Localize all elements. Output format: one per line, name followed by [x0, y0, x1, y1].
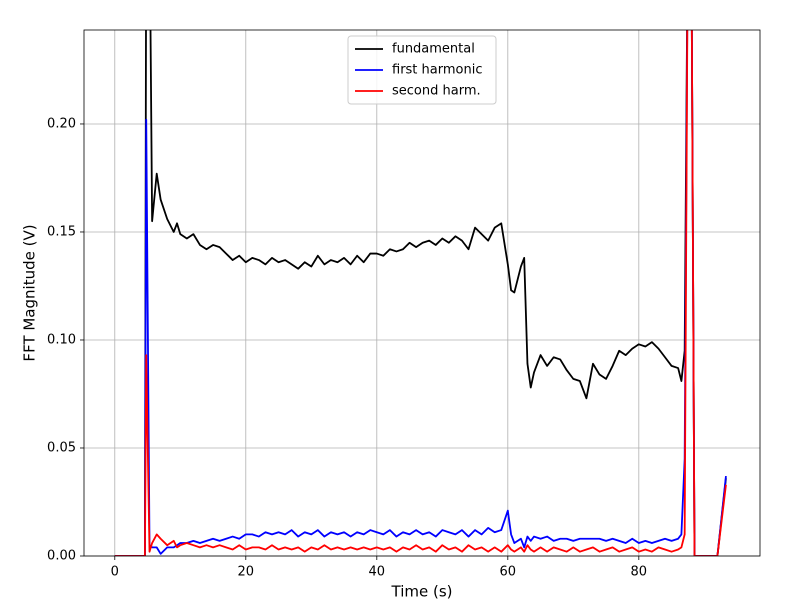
series-line: [114, 30, 727, 556]
series-line: [114, 30, 727, 556]
x-tick-label: 60: [500, 565, 517, 580]
legend: fundamental first harmonic second harm.: [347, 35, 497, 105]
series-line: [114, 30, 727, 556]
y-tick-label: 0.20: [47, 116, 76, 131]
plot-lines: [114, 30, 727, 556]
y-tick-label: 0.15: [47, 224, 76, 239]
x-tick-label: 20: [238, 565, 255, 580]
legend-label: fundamental: [392, 42, 475, 57]
legend-label: second harm.: [392, 84, 481, 99]
y-axis-label: FFT Magnitude (V): [21, 224, 39, 361]
legend-box: [347, 35, 497, 105]
y-tick-label: 0.10: [47, 332, 76, 347]
x-tick-label: 80: [631, 565, 648, 580]
y-tick-label: 0.00: [47, 549, 76, 564]
x-tick-label: 40: [369, 565, 386, 580]
x-axis-label: Time (s): [391, 583, 453, 600]
plot-frame: [83, 29, 761, 557]
legend-label: first harmonic: [392, 63, 482, 78]
x-tick-label: 0: [111, 565, 119, 580]
y-tick-label: 0.05: [47, 440, 76, 455]
